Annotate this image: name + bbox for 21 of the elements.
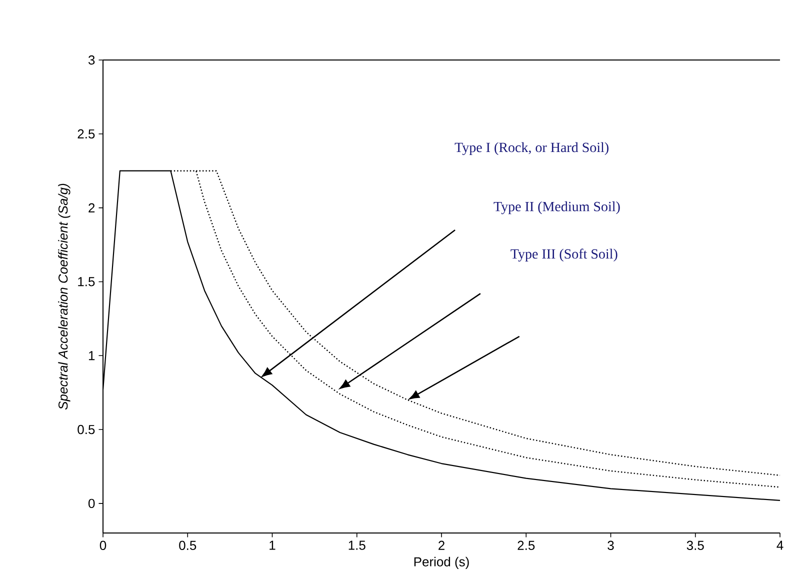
x-tick-label: 0 [100, 540, 106, 550]
y-axis-title: Spectral Acceleration Coefficient (Sa/g) [58, 184, 70, 410]
y-tick-label: 2.5 [78, 129, 95, 138]
x-axis-title: Period (s) [414, 556, 469, 569]
y-tick-label: 0.5 [78, 424, 95, 434]
annotation: Type II (Medium Soil) [494, 201, 620, 214]
y-tick-label: 0 [88, 498, 95, 508]
x-tick-label: 3 [608, 540, 614, 550]
annotation: Type I (Rock, or Hard Soil) [454, 142, 608, 155]
x-tick-label: 2 [438, 540, 444, 550]
x-tick-label: 4 [776, 540, 784, 550]
x-tick-label: 0.5 [179, 540, 196, 550]
x-tick-label: 1 [270, 540, 276, 550]
x-tick-label: 3.5 [686, 540, 704, 550]
x-tick-label: 2.5 [518, 540, 535, 550]
y-tick-label: 1 [88, 351, 95, 360]
y-tick-label: 2 [88, 203, 95, 212]
y-tick-label: 3 [88, 55, 95, 64]
y-tick-label: 1.5 [78, 277, 95, 286]
annotation: Type III (Soft Soil) [510, 248, 618, 262]
x-tick-label: 1.5 [348, 540, 366, 550]
